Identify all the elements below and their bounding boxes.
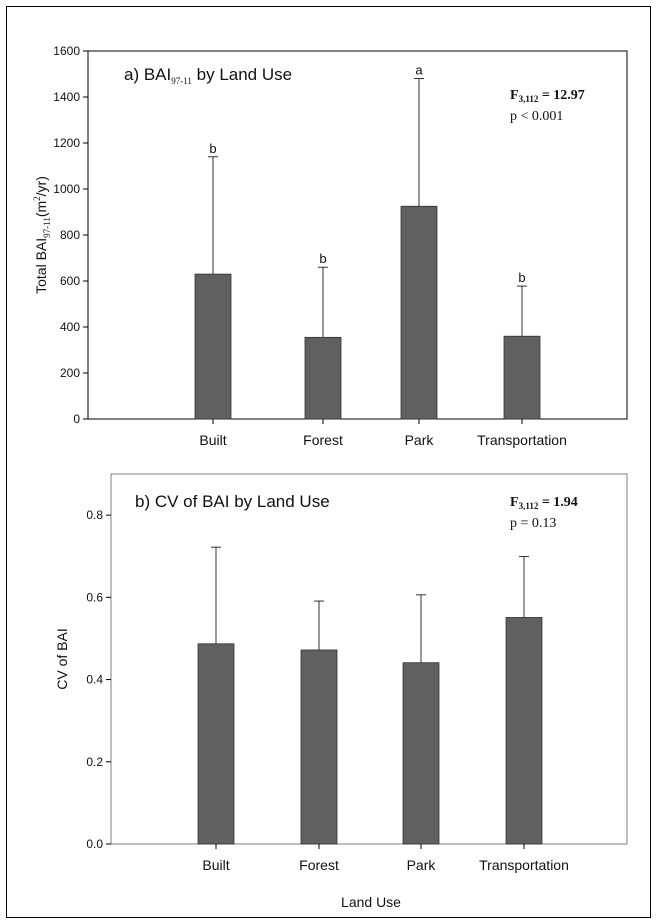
figure-frame — [6, 6, 651, 918]
x-tick-label-transportation: Transportation — [479, 857, 569, 873]
x-tick-label-forest: Forest — [303, 432, 343, 448]
significance-letter-built: b — [209, 141, 216, 156]
x-tick-label-park: Park — [405, 432, 435, 448]
significance-letter-transportation: b — [518, 270, 525, 285]
bar-built — [194, 273, 232, 420]
y-tick-label: 1600 — [53, 44, 80, 58]
panel-b-f-statistic: F3,112 = 1.94 — [510, 495, 578, 511]
significance-letter-forest: b — [319, 251, 326, 266]
y-tick-label: 1200 — [53, 136, 80, 150]
x-tick-label-forest: Forest — [299, 857, 339, 873]
panel-a-p-value: p < 0.001 — [510, 109, 563, 124]
panel-b-y-axis: 0.0 0.2 0.4 0.6 0.8 — [86, 508, 111, 851]
panel-a: 0 200 400 600 800 1000 1200 1400 1600 b b a b Built… — [32, 44, 628, 448]
panel-b-bars — [197, 546, 543, 845]
panel-b-x-label: Land Use — [341, 894, 401, 910]
x-tick-label-transportation: Transportation — [477, 432, 567, 448]
significance-letter-park: a — [415, 63, 423, 78]
bar-forest — [300, 649, 338, 845]
panel-a-plot-frame — [87, 50, 628, 420]
y-tick-label: 1400 — [53, 90, 80, 104]
y-tick-label: 600 — [60, 274, 80, 288]
panel-b-y-label: CV of BAI — [54, 628, 70, 689]
y-tick-label: 0 — [73, 412, 80, 426]
x-tick-label-built: Built — [202, 857, 229, 873]
panel-a-x-axis: Built Forest Park Transportation — [199, 419, 567, 448]
x-tick-label-park: Park — [407, 857, 437, 873]
panel-a-title: a) BAI97-11 by Land Use — [124, 65, 292, 86]
y-tick-label: 1000 — [53, 182, 80, 196]
panel-a-y-label: Total BAI97-11(m2/yr) — [32, 176, 52, 294]
y-tick-label: 0.2 — [86, 755, 103, 769]
panel-a-bars: b b a b — [194, 63, 541, 420]
panel-b: 0.0 0.2 0.4 0.6 0.8 Built Forest Park Transport… — [54, 473, 628, 910]
bar-transportation — [505, 617, 543, 845]
bar-park — [402, 662, 440, 845]
panel-b-title: b) CV of BAI by Land Use — [135, 492, 330, 511]
panel-b-plot-frame — [110, 473, 628, 845]
y-tick-label: 200 — [60, 366, 80, 380]
x-tick-label-built: Built — [199, 432, 226, 448]
y-tick-label: 800 — [60, 228, 80, 242]
bar-built — [197, 643, 235, 845]
bar-transportation — [503, 335, 541, 420]
panel-b-p-value: p = 0.13 — [510, 516, 556, 531]
bar-forest — [304, 336, 342, 420]
y-tick-label: 400 — [60, 320, 80, 334]
y-tick-label: 0.0 — [86, 837, 103, 851]
y-tick-label: 0.4 — [86, 673, 103, 687]
y-tick-label: 0.8 — [86, 508, 103, 522]
y-tick-label: 0.6 — [86, 590, 103, 604]
panel-a-f-statistic: F3,112 = 12.97 — [510, 88, 585, 104]
panel-a-y-axis: 0 200 400 600 800 1000 1200 1400 1600 — [53, 44, 88, 426]
panel-b-x-axis: Built Forest Park Transportation — [202, 844, 569, 873]
bar-park — [400, 205, 438, 420]
